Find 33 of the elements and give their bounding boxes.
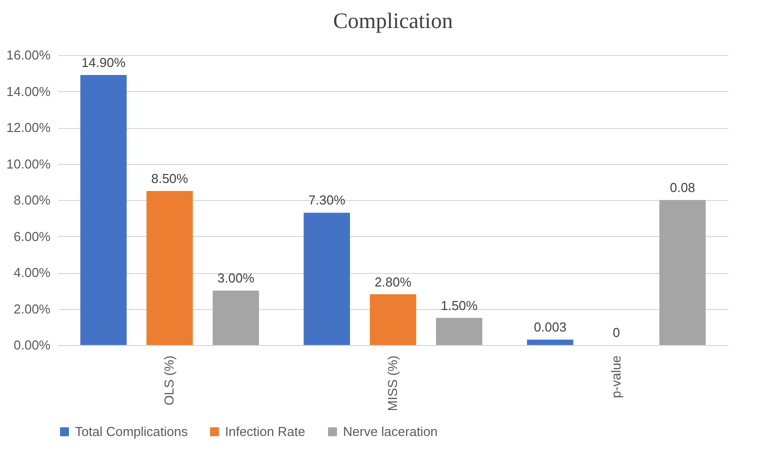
data-label: 3.00% [217, 270, 255, 286]
y-tick-label: 16.00% [6, 48, 51, 62]
y-tick-label: 4.00% [14, 265, 51, 280]
bar [436, 318, 482, 345]
y-tick-label: 6.00% [14, 228, 51, 244]
bar [527, 340, 574, 345]
y-tick-label: 10.00% [6, 156, 51, 172]
x-tick-label: OLS (%) [162, 356, 177, 406]
bar [146, 190, 193, 345]
bar [80, 74, 127, 345]
y-tick-label: 8.00% [14, 192, 51, 208]
data-label: 2.80% [374, 274, 412, 290]
data-label: 0.003 [534, 320, 566, 335]
data-label: 7.30% [308, 192, 346, 208]
y-tick-label: 14.00% [6, 84, 51, 99]
data-label: 0 [612, 325, 620, 340]
bar [659, 200, 706, 345]
legend-label: Nerve laceration [343, 424, 438, 439]
bar [212, 290, 259, 345]
legend-label: Infection Rate [225, 424, 306, 439]
bar [304, 212, 350, 345]
data-label: 8.50% [151, 170, 189, 186]
legend-label: Total Complications [75, 424, 188, 439]
x-tick-label: MISS (%) [385, 356, 400, 412]
y-tick-label: 12.00% [6, 120, 51, 135]
data-label: 1.50% [440, 298, 478, 313]
x-tick-label: p-value [608, 356, 624, 398]
bar [370, 294, 416, 345]
y-tick-label: 0.00% [14, 338, 51, 352]
data-label: 14.90% [81, 54, 126, 70]
y-tick-label: 2.00% [14, 301, 51, 316]
chart-title: Complication [333, 8, 453, 33]
data-label: 0.08 [670, 180, 696, 195]
